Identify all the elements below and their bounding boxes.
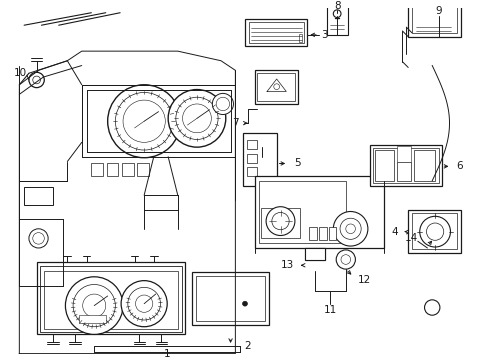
Circle shape: [333, 10, 340, 18]
Bar: [254, 70, 297, 104]
Circle shape: [216, 97, 229, 111]
Bar: [411, 213, 456, 249]
Circle shape: [135, 295, 152, 312]
Bar: [309, 227, 316, 240]
Circle shape: [242, 301, 247, 306]
Bar: [243, 133, 276, 185]
Bar: [261, 208, 299, 238]
Text: 5: 5: [293, 158, 300, 168]
Circle shape: [273, 84, 279, 90]
Bar: [79, 315, 105, 323]
Bar: [305, 248, 324, 260]
Circle shape: [426, 223, 443, 240]
Bar: [254, 176, 384, 248]
Bar: [372, 148, 438, 183]
Bar: [244, 19, 307, 46]
Circle shape: [340, 255, 350, 264]
Bar: [192, 272, 268, 325]
Text: 11: 11: [323, 305, 336, 315]
Text: 8: 8: [333, 1, 340, 11]
Text: 7: 7: [231, 118, 238, 128]
Bar: [298, 34, 301, 41]
Bar: [396, 146, 410, 162]
Bar: [318, 227, 326, 240]
Circle shape: [115, 93, 173, 150]
Circle shape: [336, 250, 355, 269]
Bar: [257, 73, 294, 101]
Circle shape: [29, 72, 44, 87]
Bar: [246, 167, 256, 176]
Bar: [246, 154, 256, 162]
Circle shape: [265, 207, 294, 235]
Bar: [122, 162, 133, 176]
Circle shape: [212, 93, 233, 114]
Circle shape: [168, 90, 225, 147]
Text: 14: 14: [404, 233, 417, 243]
Bar: [248, 22, 303, 44]
Bar: [106, 162, 118, 176]
Bar: [91, 162, 102, 176]
Bar: [407, 0, 460, 37]
Circle shape: [107, 85, 180, 158]
Bar: [396, 162, 410, 181]
Circle shape: [257, 138, 266, 147]
Bar: [196, 276, 264, 321]
Bar: [37, 262, 185, 334]
Bar: [328, 227, 336, 240]
Bar: [413, 150, 434, 181]
Bar: [24, 188, 53, 205]
Bar: [411, 4, 456, 33]
Bar: [326, 4, 347, 35]
Circle shape: [339, 218, 361, 239]
Circle shape: [271, 212, 288, 230]
Circle shape: [121, 281, 167, 327]
Bar: [44, 271, 178, 329]
Text: 3: 3: [321, 30, 327, 40]
Text: 4: 4: [390, 227, 397, 237]
Bar: [374, 150, 393, 181]
Bar: [137, 162, 149, 176]
Text: 9: 9: [435, 6, 441, 16]
Circle shape: [127, 287, 160, 320]
Circle shape: [33, 76, 41, 84]
Circle shape: [82, 294, 105, 317]
Circle shape: [333, 211, 367, 246]
Bar: [41, 266, 181, 332]
Circle shape: [182, 104, 211, 133]
Circle shape: [345, 224, 355, 234]
Bar: [407, 210, 460, 253]
Circle shape: [33, 233, 44, 244]
Circle shape: [419, 216, 449, 247]
Circle shape: [123, 100, 165, 142]
Circle shape: [65, 277, 123, 334]
Circle shape: [424, 300, 439, 315]
Text: 13: 13: [280, 260, 293, 270]
Bar: [246, 140, 256, 149]
Bar: [259, 181, 345, 243]
Text: 2: 2: [244, 341, 250, 351]
Bar: [305, 248, 324, 260]
Bar: [369, 145, 441, 185]
Text: 10: 10: [14, 68, 27, 78]
Circle shape: [176, 97, 218, 139]
Text: 1: 1: [163, 348, 170, 359]
Circle shape: [73, 284, 115, 327]
Text: 12: 12: [357, 275, 370, 285]
Circle shape: [29, 229, 48, 248]
Text: 6: 6: [455, 161, 462, 171]
